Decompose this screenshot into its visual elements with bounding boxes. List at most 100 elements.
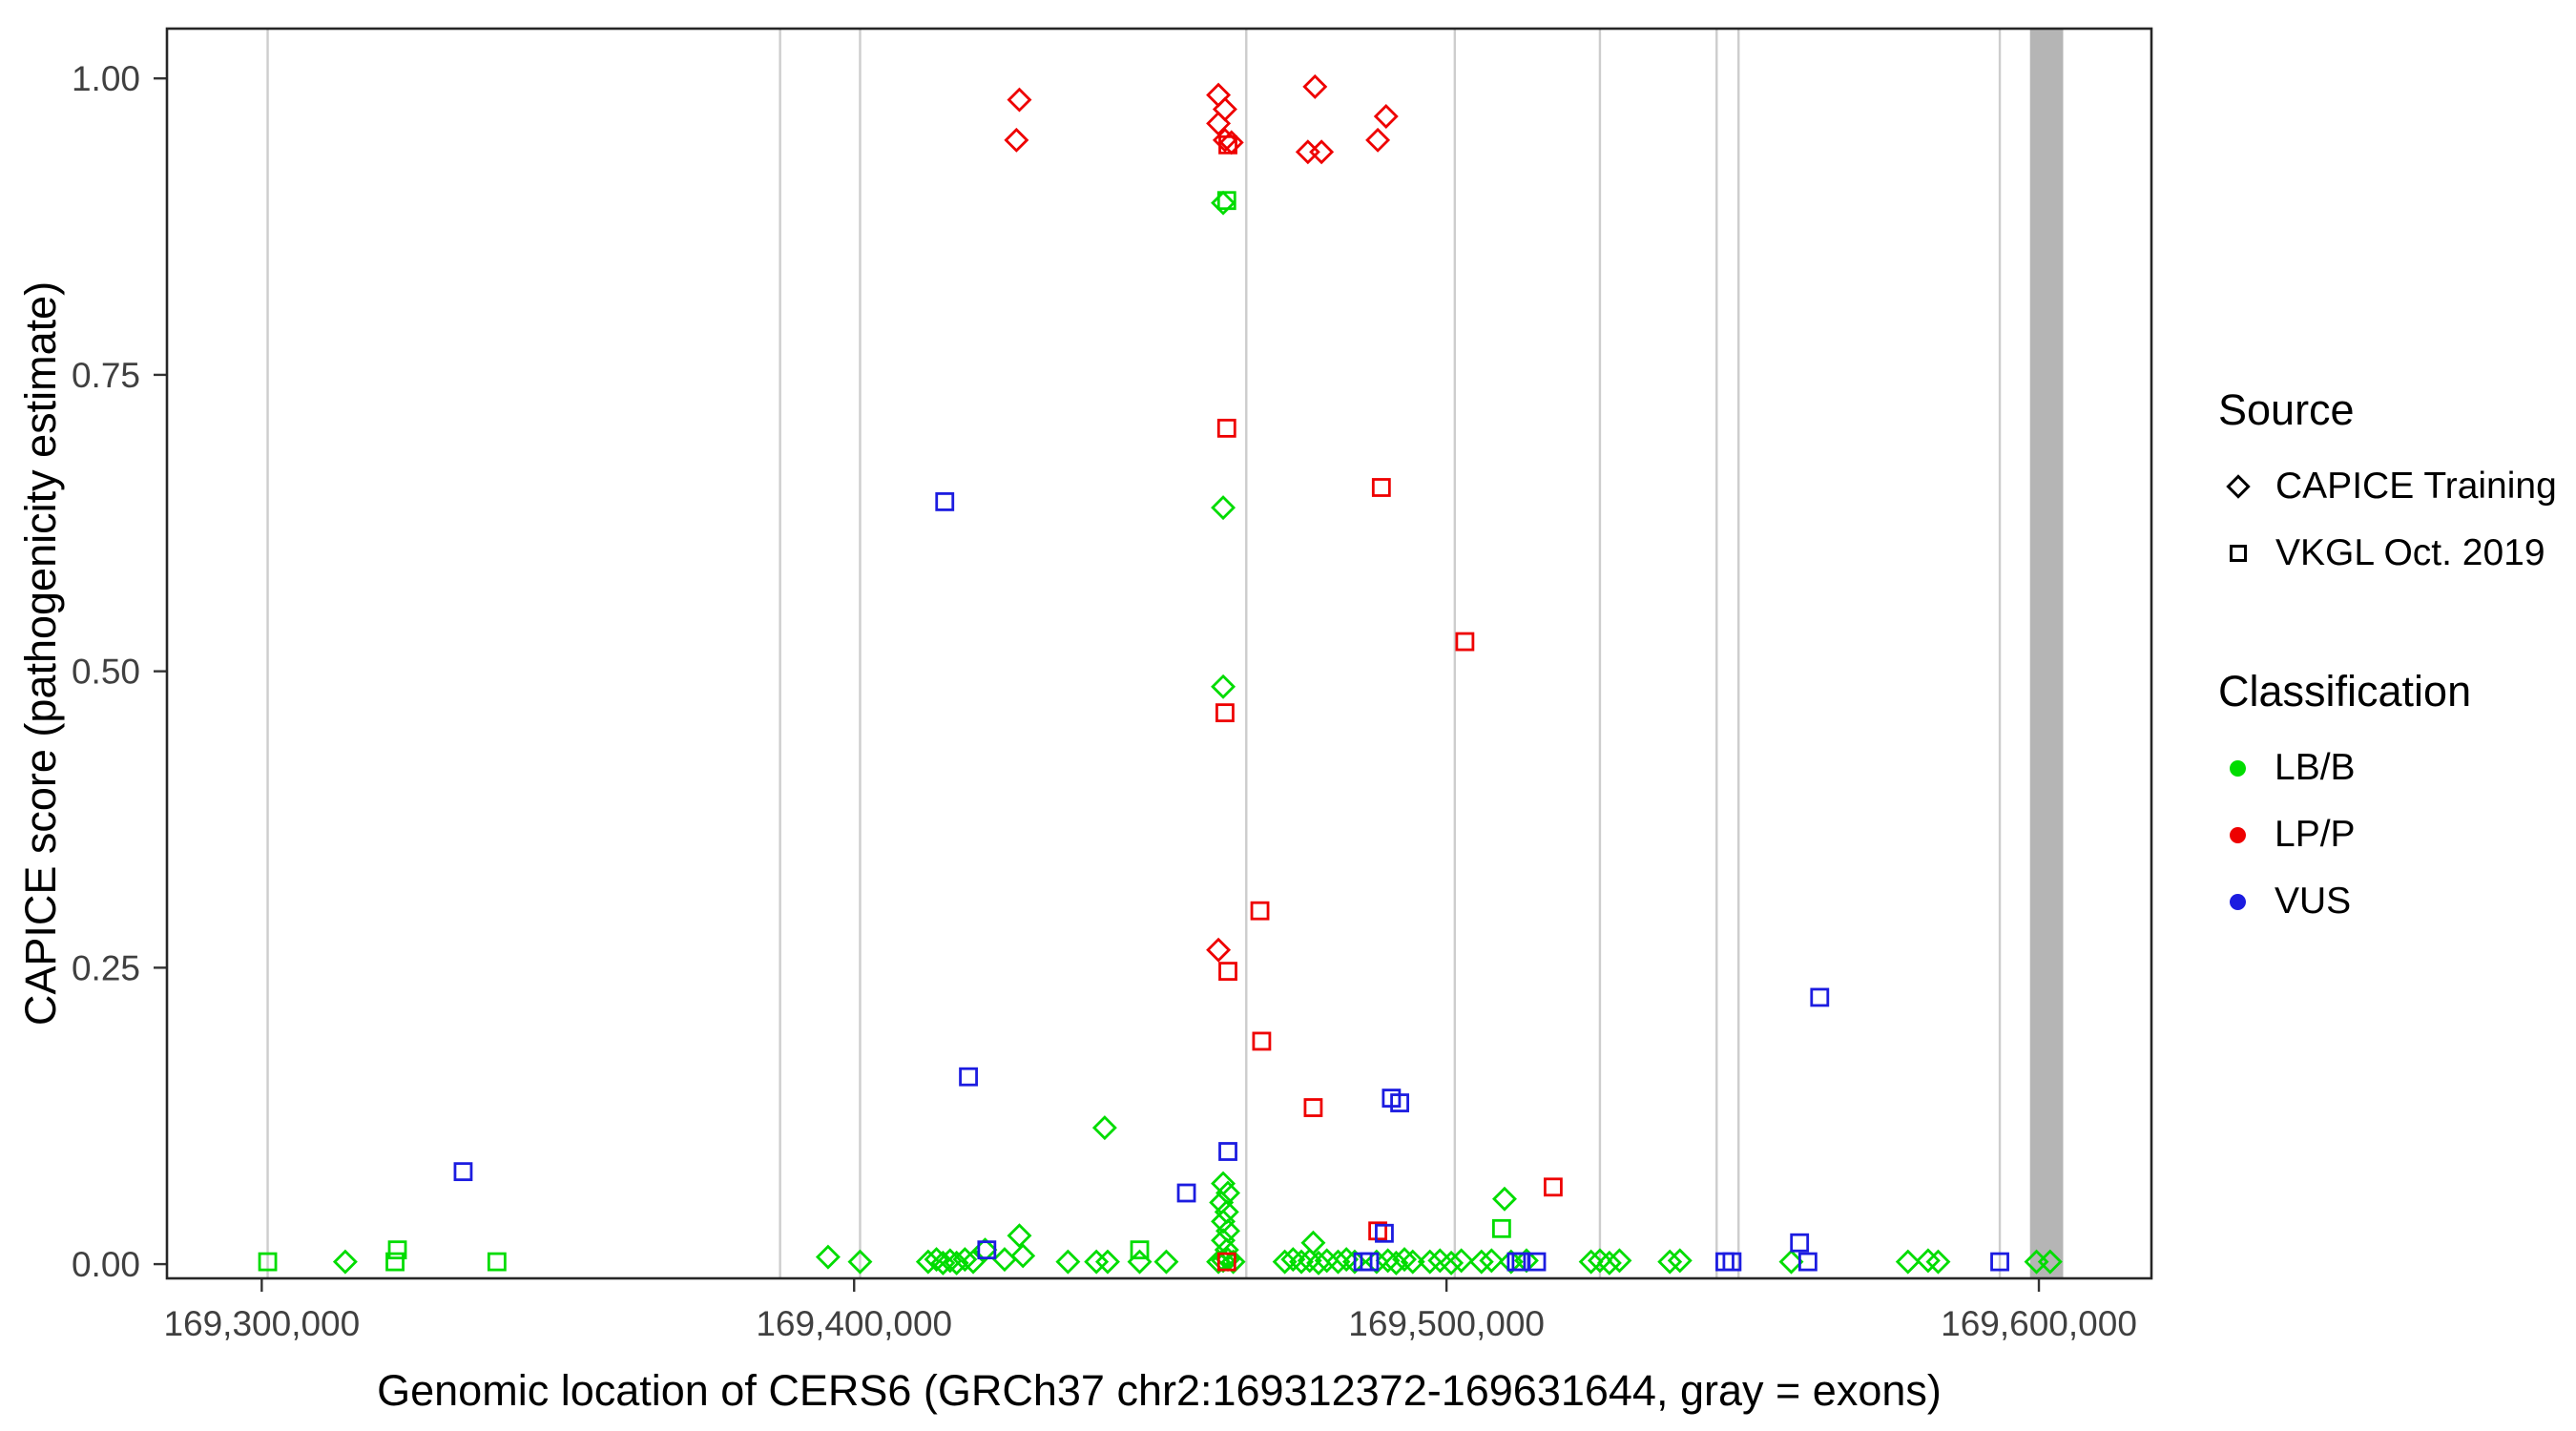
data-point-lpp-training (1302, 73, 1328, 99)
data-point-lbb-vkgl (1491, 1218, 1511, 1238)
data-point-lbb-vkgl (1130, 1240, 1150, 1260)
data-point-lbb-training (1153, 1249, 1179, 1275)
data-point-vus-vkgl (1810, 987, 1830, 1007)
data-point-lbb-training (1091, 1115, 1117, 1141)
data-point-lbb-training (1010, 1243, 1036, 1269)
data-point-lbb-training (332, 1249, 358, 1275)
data-point-lpp-training (1373, 103, 1399, 129)
square-icon (2230, 545, 2247, 562)
data-point-lbb-training (1289, 1249, 1314, 1275)
data-point-lbb-training (847, 1249, 873, 1275)
data-point-lpp-vkgl (1455, 632, 1475, 652)
data-point-lbb-training (1272, 1249, 1298, 1275)
data-point-vus-vkgl (1375, 1223, 1394, 1243)
data-point-lpp-training (1212, 96, 1237, 122)
data-point-lbb-training (1607, 1248, 1632, 1274)
data-point-lbb-training (1895, 1249, 1921, 1275)
data-point-vus-vkgl (1390, 1093, 1409, 1112)
data-point-lbb-training (1300, 1230, 1326, 1255)
legend-item-label: VUS (2275, 881, 2352, 922)
data-point-lbb-training (1363, 1249, 1389, 1275)
data-point-lbb-training (1280, 1247, 1306, 1273)
data-point-lpp-vkgl (1543, 1177, 1563, 1197)
x-axis-title: Genomic location of CERS6 (GRCh37 chr2:1… (377, 1366, 1942, 1415)
data-point-lbb-training (1325, 1249, 1351, 1275)
data-point-lbb-training (1007, 1223, 1032, 1249)
data-point-lbb-training (1468, 1249, 1494, 1275)
data-point-lpp-vkgl (1218, 962, 1237, 981)
data-point-lbb-training (1392, 1247, 1418, 1273)
data-point-lpp-training (1365, 127, 1391, 153)
y-tick-label: 0.75 (72, 356, 140, 395)
data-point-vus-vkgl (1990, 1252, 2009, 1272)
data-point-lbb-training (991, 1247, 1017, 1273)
legend-item-label: CAPICE Training (2275, 466, 2557, 507)
data-point-lbb-training (1211, 1209, 1236, 1234)
data-point-lpp-vkgl (1218, 135, 1237, 155)
y-tick-label: 0.00 (72, 1245, 140, 1284)
legend-title-classification: Classification (2218, 667, 2472, 716)
data-point-lpp-vkgl (1216, 418, 1236, 438)
legend-item-label: VKGL Oct. 2019 (2275, 532, 2545, 573)
data-point-vus-vkgl (935, 492, 955, 511)
data-point-lbb-training (1400, 1249, 1425, 1275)
x-tick-label: 169,600,000 (1941, 1304, 2137, 1343)
data-point-lpp-training (1206, 111, 1232, 136)
data-point-vus-vkgl (1176, 1183, 1196, 1203)
y-tick-label: 1.00 (72, 59, 140, 98)
data-point-lpp-training (1309, 139, 1335, 165)
data-point-lpp-training (1007, 87, 1032, 113)
lpp-dot-icon (2230, 826, 2246, 843)
panel-border (165, 27, 2153, 1280)
data-point-lbb-training (1417, 1249, 1443, 1275)
data-point-lbb-training (1220, 1249, 1246, 1275)
data-point-vus-vkgl (1722, 1252, 1742, 1272)
y-axis-title-wrap: CAPICE score (pathogenicity estimate) (8, 29, 74, 1278)
data-point-lbb-training (952, 1247, 978, 1273)
legend-item-label: LB/B (2275, 747, 2356, 788)
x-tick-label: 169,400,000 (756, 1304, 952, 1343)
legend: Source CAPICE Training VKGL Oct. 2019 Cl… (2218, 386, 2576, 935)
data-point-lbb-training (1925, 1249, 1951, 1275)
data-point-vus-vkgl (1790, 1233, 1810, 1253)
y-axis-title: CAPICE score (pathogenicity estimate) (16, 280, 66, 1027)
legend-item-vus: VUS (2218, 868, 2576, 935)
data-point-lpp-vkgl (1371, 478, 1391, 497)
legend-item-lbb: LB/B (2218, 735, 2576, 801)
data-point-lbb-training (1095, 1249, 1120, 1275)
data-point-lpp-vkgl (1215, 703, 1235, 723)
legend-group-source: Source CAPICE Training VKGL Oct. 2019 (2218, 386, 2576, 587)
data-point-lbb-training (1211, 495, 1236, 521)
y-tick-label: 0.50 (72, 653, 140, 692)
data-point-lbb-training (2037, 1249, 2063, 1275)
data-point-vus-vkgl (1218, 1142, 1237, 1161)
x-tick-label: 169,300,000 (163, 1304, 360, 1343)
data-point-vus-vkgl (959, 1067, 978, 1087)
legend-title-source: Source (2218, 385, 2355, 434)
data-point-lbb-training (1657, 1249, 1683, 1275)
legend-item-label: LP/P (2275, 814, 2356, 855)
data-point-lbb-training (1211, 674, 1236, 699)
data-point-lbb-training (1667, 1248, 1693, 1274)
data-point-lpp-training (1206, 937, 1232, 963)
legend-item-vkgl: VKGL Oct. 2019 (2218, 520, 2576, 587)
data-point-vus-vkgl (453, 1162, 473, 1182)
data-point-lbb-training (1297, 1248, 1322, 1274)
data-point-lbb-training (1578, 1249, 1604, 1275)
data-point-lbb-training (815, 1244, 841, 1270)
y-tick-label: 0.25 (72, 948, 140, 987)
data-point-lbb-vkgl (258, 1252, 278, 1272)
data-point-lpp-training (1295, 139, 1320, 165)
exon-region (2029, 29, 2064, 1278)
data-point-lpp-vkgl (1216, 1252, 1236, 1272)
vus-dot-icon (2230, 893, 2246, 910)
data-point-lbb-training (1596, 1250, 1622, 1275)
data-point-lbb-training (1211, 190, 1236, 216)
data-point-lpp-training (1004, 127, 1029, 153)
data-point-lbb-training (1448, 1248, 1474, 1274)
legend-item-capice-training: CAPICE Training (2218, 453, 2576, 520)
data-point-lbb-training (1334, 1247, 1360, 1273)
diamond-icon (2226, 474, 2251, 499)
data-point-lbb-training (1055, 1249, 1081, 1275)
